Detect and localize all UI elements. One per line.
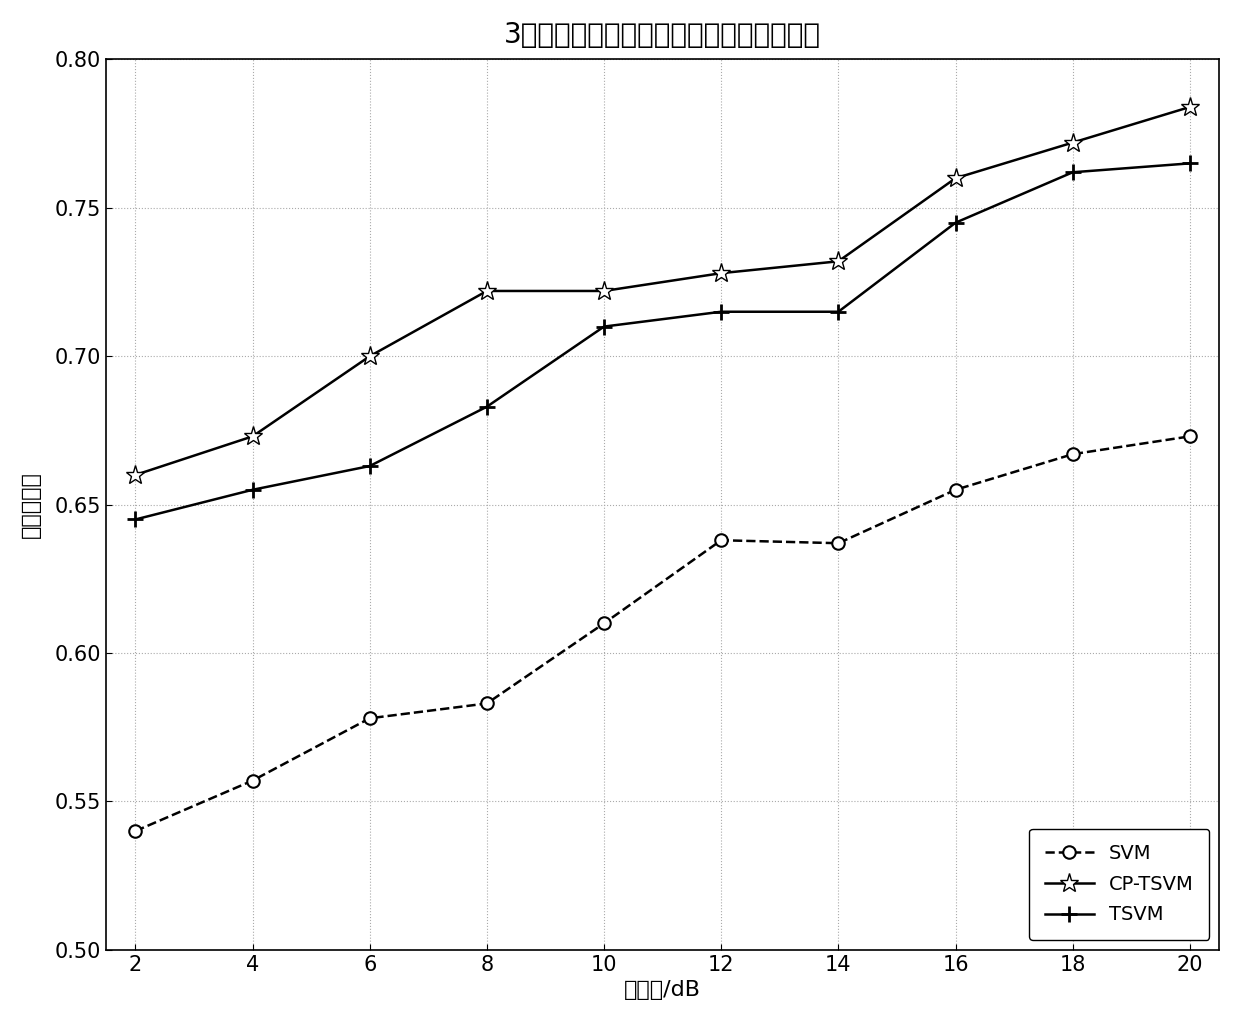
SVM: [246, 775, 260, 787]
SVM: [1183, 430, 1198, 442]
Legend: SVM, CP-TSVM, TSVM: SVM, CP-TSVM, TSVM: [1029, 829, 1209, 940]
X-axis label: 信噪比/dB: 信噪比/dB: [624, 980, 701, 1001]
SVM: [362, 713, 377, 725]
TSVM: [246, 484, 260, 496]
CP-TSVM: [1183, 101, 1198, 113]
SVM: [949, 484, 963, 496]
TSVM: [596, 321, 611, 333]
SVM: [1065, 448, 1080, 460]
CP-TSVM: [831, 255, 846, 268]
TSVM: [949, 216, 963, 229]
Title: 3种算法下个体识别正确率随信噪比变化图: 3种算法下个体识别正确率随信噪比变化图: [505, 20, 821, 49]
CP-TSVM: [246, 430, 260, 442]
Line: TSVM: TSVM: [128, 156, 1198, 527]
CP-TSVM: [596, 285, 611, 297]
CP-TSVM: [128, 469, 143, 481]
SVM: [596, 618, 611, 630]
TSVM: [362, 459, 377, 472]
Y-axis label: 识别正确率: 识别正确率: [21, 471, 41, 538]
TSVM: [831, 305, 846, 318]
TSVM: [1065, 166, 1080, 179]
SVM: [128, 825, 143, 837]
SVM: [480, 697, 495, 710]
Line: CP-TSVM: CP-TSVM: [125, 97, 1199, 485]
Line: SVM: SVM: [129, 430, 1197, 837]
CP-TSVM: [1065, 137, 1080, 149]
TSVM: [1183, 157, 1198, 169]
SVM: [831, 537, 846, 549]
TSVM: [480, 400, 495, 412]
CP-TSVM: [480, 285, 495, 297]
CP-TSVM: [714, 268, 729, 280]
TSVM: [714, 305, 729, 318]
SVM: [714, 534, 729, 546]
CP-TSVM: [362, 350, 377, 362]
CP-TSVM: [949, 173, 963, 185]
TSVM: [128, 514, 143, 526]
